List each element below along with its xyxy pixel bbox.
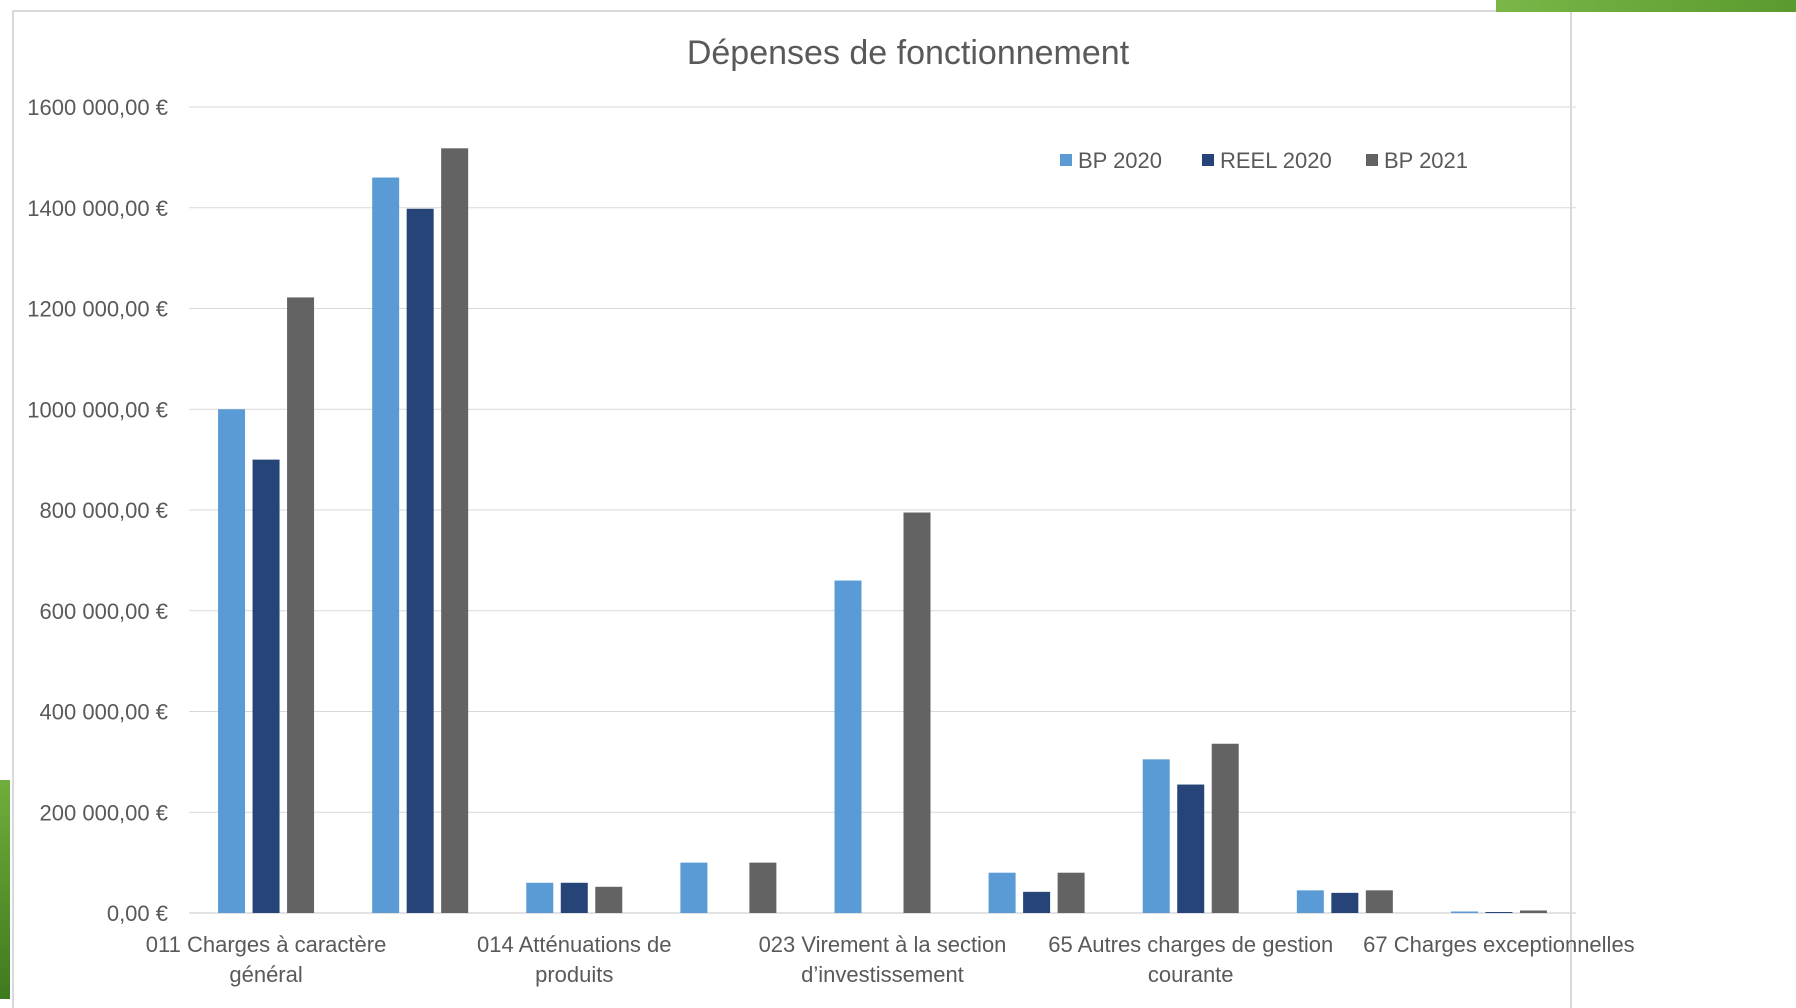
x-axis-labels: 011 Charges à caractère général 014 Atténu… bbox=[146, 932, 1635, 987]
legend-swatch bbox=[1060, 154, 1072, 166]
x-tick-label: 011 Charges à caractère bbox=[146, 932, 387, 957]
decorative-green-bar-top bbox=[1496, 0, 1796, 12]
bar bbox=[441, 148, 469, 913]
x-tick-label: 014 Atténuations de bbox=[477, 932, 672, 957]
chart-title: Dépenses de fonctionnement bbox=[687, 34, 1130, 72]
legend-swatch bbox=[1366, 154, 1378, 166]
bar bbox=[1365, 890, 1393, 913]
bar bbox=[1211, 743, 1239, 913]
y-tick-label: 1600 000,00 € bbox=[27, 95, 168, 120]
bar bbox=[1142, 759, 1170, 913]
x-tick-label: général bbox=[229, 962, 302, 987]
y-tick-label: 400 000,00 € bbox=[40, 700, 168, 725]
bar bbox=[834, 580, 862, 913]
x-tick-label: 023 Virement à la section bbox=[759, 932, 1007, 957]
bars bbox=[218, 148, 1547, 914]
legend: BP 2020 REEL 2020 BP 2021 bbox=[1060, 148, 1468, 173]
y-tick-label: 1000 000,00 € bbox=[27, 397, 168, 422]
bar bbox=[1331, 892, 1359, 913]
bar bbox=[287, 297, 315, 914]
bar bbox=[1485, 911, 1513, 913]
bar bbox=[560, 882, 588, 913]
bar bbox=[1296, 890, 1324, 913]
bar bbox=[526, 882, 554, 913]
bar bbox=[406, 208, 434, 913]
bar bbox=[749, 862, 777, 913]
y-axis-ticks: 0,00 € 200 000,00 € 400 000,00 € 600 000,00… bbox=[27, 95, 168, 926]
x-tick-label: produits bbox=[535, 962, 613, 987]
bar bbox=[903, 512, 931, 913]
bar bbox=[252, 459, 280, 913]
x-tick-label: 67 Charges exceptionnelles bbox=[1363, 932, 1635, 957]
bar bbox=[218, 409, 246, 913]
y-tick-label: 1400 000,00 € bbox=[27, 196, 168, 221]
legend-label: BP 2021 bbox=[1384, 148, 1468, 173]
x-tick-label: courante bbox=[1148, 962, 1234, 987]
legend-label: REEL 2020 bbox=[1220, 148, 1332, 173]
legend-swatch bbox=[1202, 154, 1214, 166]
y-tick-label: 800 000,00 € bbox=[40, 498, 168, 523]
y-tick-label: 0,00 € bbox=[107, 901, 168, 926]
bar bbox=[1450, 911, 1478, 913]
bar bbox=[595, 886, 623, 913]
bar bbox=[1519, 910, 1547, 913]
x-tick-label: d’investissement bbox=[801, 962, 964, 987]
bar bbox=[1177, 784, 1205, 913]
bar bbox=[988, 872, 1016, 913]
y-tick-label: 600 000,00 € bbox=[40, 599, 168, 624]
bar bbox=[680, 862, 708, 913]
y-tick-label: 1200 000,00 € bbox=[27, 297, 168, 322]
bar bbox=[1057, 872, 1085, 913]
decorative-green-bar-left bbox=[0, 780, 10, 999]
legend-label: BP 2020 bbox=[1078, 148, 1162, 173]
x-tick-label: 65 Autres charges de gestion bbox=[1048, 932, 1333, 957]
y-tick-label: 200 000,00 € bbox=[40, 800, 168, 825]
bar bbox=[1023, 891, 1051, 913]
bar bbox=[372, 177, 400, 913]
